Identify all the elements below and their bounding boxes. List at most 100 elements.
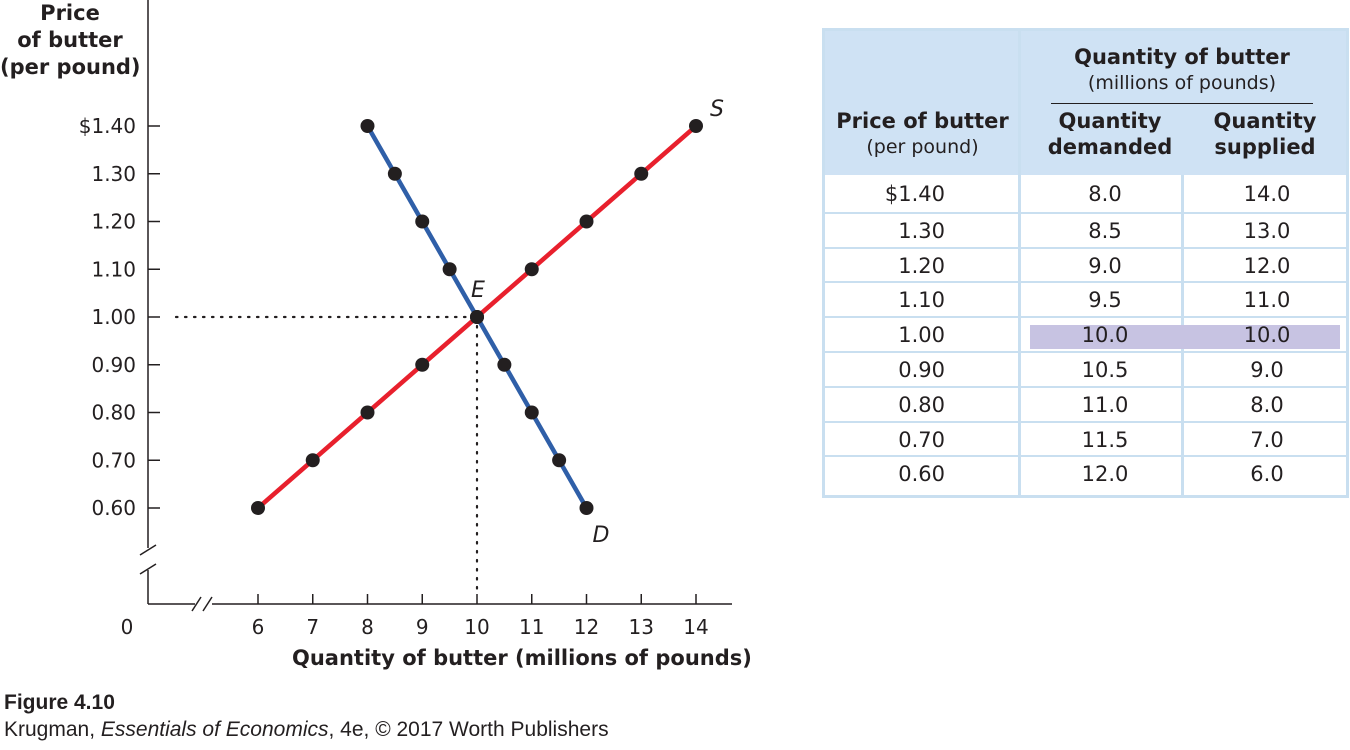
y-tick-label: 0.90 [91, 353, 136, 377]
x-axis-label: Quantity of butter (millions of pounds) [292, 646, 752, 670]
y-axis-break [139, 563, 157, 575]
supply-demand-schedule-table: Price of butter (per pound) Quantity of … [822, 28, 1349, 498]
header-quantity-group: Quantity of butter (millions of pounds) [1051, 44, 1313, 96]
table-row: 1.10 9.5 11.0 [825, 281, 1346, 318]
cell-quantity-demanded: 9.0 [1088, 253, 1122, 278]
cell-quantity-demanded: 8.5 [1088, 218, 1122, 243]
cell-quantity-supplied: 12.0 [1243, 253, 1291, 278]
demand-point [360, 119, 375, 133]
y-tick-label: 0.60 [91, 496, 136, 520]
header-price-sub: (per pound) [866, 136, 979, 158]
table-row: 0.60 12.0 6.0 [825, 455, 1346, 492]
cell-price: 0.60 [898, 462, 945, 487]
x-tick-label: 14 [683, 615, 708, 639]
cell-price: $1.40 [884, 182, 945, 206]
equilibrium-label: E [471, 278, 485, 303]
cell-quantity-supplied: 7.0 [1250, 427, 1284, 452]
table-column-divider [1018, 31, 1021, 498]
header-group-underline [1051, 103, 1313, 104]
supply-point [579, 214, 594, 229]
cell-quantity-demanded: 11.0 [1081, 392, 1129, 417]
cell-quantity-supplied: 9.0 [1250, 358, 1284, 382]
cell-quantity-demanded: 9.5 [1088, 288, 1122, 313]
x-tick-label: 11 [519, 615, 544, 639]
equilibrium-row-highlight [1030, 325, 1340, 350]
table-row: 0.70 11.5 7.0 [825, 420, 1346, 458]
table-row: 1.20 9.0 12.0 [825, 246, 1346, 284]
y-tick-label: 1.00 [91, 305, 136, 329]
cell-quantity-supplied: 11.0 [1243, 288, 1291, 313]
header-group-sub: (millions of pounds) [1087, 72, 1277, 94]
supply-curve-label: S [710, 97, 724, 122]
x-tick-label: 7 [306, 615, 319, 639]
equilibrium-guides [174, 315, 479, 596]
cell-price: 1.20 [898, 253, 945, 278]
x-axis-break [191, 596, 202, 612]
y-tick-label: 1.30 [91, 162, 136, 186]
demand-curve-label: D [593, 523, 610, 548]
cell-quantity-demanded: 10.0 [1081, 323, 1129, 348]
cell-quantity-demanded: 11.5 [1081, 427, 1129, 452]
x-tick-label: 6 [252, 615, 265, 639]
y-axis-label-line-2: of butter [17, 28, 123, 52]
demand-point [524, 405, 539, 420]
header-group-label: Quantity of butter [1074, 45, 1290, 69]
cell-quantity-supplied: 8.0 [1250, 392, 1284, 417]
cell-quantity-demanded: 10.5 [1081, 358, 1129, 382]
x-axis-break [202, 596, 213, 612]
y-tick-label: 1.20 [91, 210, 136, 234]
y-axis-label-line-1: Price [40, 1, 100, 25]
supply-point [251, 501, 265, 515]
supply-point [524, 262, 539, 277]
figure-citation: Krugman, Essentials of Economics, 4e, © … [4, 716, 609, 744]
table-row: 1.00 10.0 10.0 [825, 316, 1346, 353]
header-price: Price of butter (per pound) [825, 108, 1020, 160]
header-qs-line-1: Quantity [1213, 109, 1317, 133]
cell-quantity-supplied: 13.0 [1243, 218, 1291, 243]
figure-caption: Figure 4.10 Krugman, Essentials of Econo… [4, 690, 609, 744]
demand-point [387, 166, 402, 181]
supply-point [305, 453, 320, 468]
supply-point [360, 405, 375, 420]
y-tick-label: 0.80 [91, 401, 136, 425]
table-row: $1.40 8.0 14.0 [825, 177, 1346, 212]
chart-axes [139, 0, 732, 612]
y-tick-label: $1.40 [79, 114, 136, 138]
figure-number: Figure 4.10 [4, 691, 115, 714]
cell-quantity-supplied: 10.0 [1243, 323, 1291, 348]
chart-points [251, 119, 703, 515]
header-price-label: Price of butter [836, 109, 1009, 133]
demand-point [442, 262, 457, 277]
table-row: 0.80 11.0 8.0 [825, 385, 1346, 423]
cell-quantity-demanded: 8.0 [1088, 182, 1122, 206]
x-tick-label: 10 [464, 615, 489, 639]
cell-quantity-supplied: 14.0 [1243, 182, 1291, 206]
y-axis-break [139, 544, 157, 556]
demand-point [497, 357, 512, 372]
supply-point [634, 166, 649, 181]
table-row: 1.30 8.5 13.0 [825, 211, 1346, 249]
x-tick-label: 8 [361, 615, 374, 639]
demand-point [415, 214, 430, 229]
citation-author: Krugman, [4, 718, 101, 741]
cell-price: 0.80 [898, 392, 945, 417]
demand-point [470, 310, 484, 324]
supply-point [415, 357, 430, 372]
x-tick-label: 9 [416, 615, 429, 639]
demand-point [579, 501, 594, 515]
origin-label: 0 [121, 615, 134, 639]
header-qd-line-1: Quantity [1058, 109, 1162, 133]
supply-point [689, 119, 703, 133]
y-tick-label: 1.10 [91, 257, 136, 281]
citation-book: Essentials of Economics [100, 718, 329, 741]
header-quantity-demanded: Quantity demanded [1025, 108, 1195, 160]
demand-point [552, 453, 567, 468]
cell-price: 1.30 [898, 218, 945, 243]
x-tick-label: 13 [629, 615, 654, 639]
header-qs-line-2: supplied [1214, 135, 1316, 159]
table-row: 0.90 10.5 9.0 [825, 351, 1346, 388]
y-axis-label: Price of butter (per pound) [0, 0, 141, 81]
x-tick-label: 12 [574, 615, 599, 639]
y-tick-label: 0.70 [91, 448, 136, 472]
y-axis-label-line-3: (per pound) [0, 55, 141, 79]
